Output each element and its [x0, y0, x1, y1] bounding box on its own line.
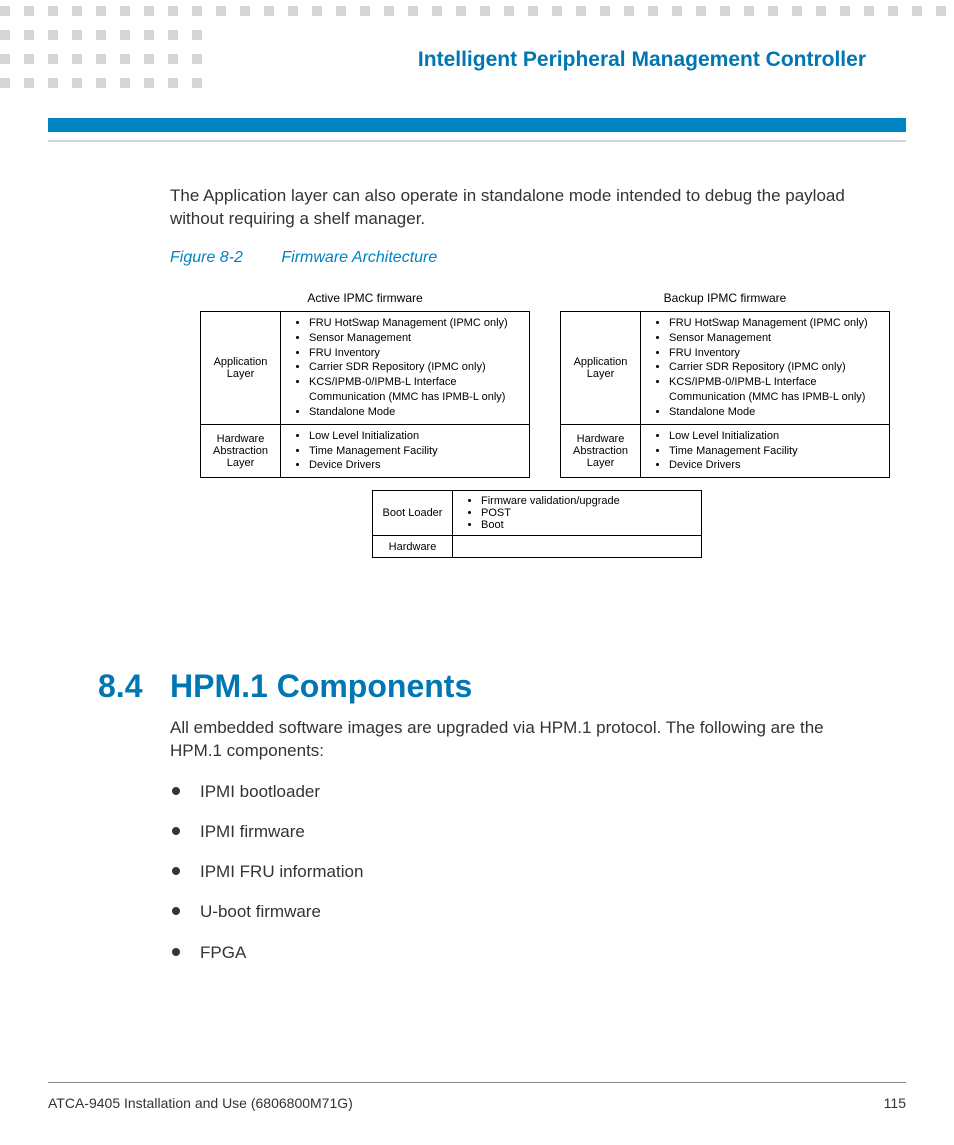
- layer-label: Application Layer: [201, 311, 281, 424]
- boot-row-items: Firmware validation/upgradePOSTBoot: [453, 491, 702, 536]
- layer-item: Carrier SDR Repository (IPMC only): [669, 360, 881, 375]
- component-list-item: U-boot firmware: [170, 901, 874, 923]
- firmware-architecture-diagram: Active IPMC firmwareApplication LayerFRU…: [200, 291, 874, 558]
- component-list: IPMI bootloader IPMI firmware IPMI FRU inf…: [170, 781, 874, 963]
- layer-item: KCS/IPMB-0/IPMB-L Interface Communicatio…: [669, 375, 881, 405]
- boot-row-label: Hardware: [373, 536, 453, 558]
- page-footer: ATCA-9405 Installation and Use (6806800M…: [48, 1095, 906, 1111]
- firmware-column: Active IPMC firmwareApplication LayerFRU…: [200, 291, 530, 478]
- layer-items: Low Level InitializationTime Management …: [641, 424, 890, 478]
- header-gray-line: [48, 140, 906, 142]
- boot-item: Firmware validation/upgrade: [481, 495, 693, 507]
- layer-item: Time Management Facility: [669, 444, 881, 459]
- layer-label: Hardware Abstraction Layer: [201, 424, 281, 478]
- layer-label: Application Layer: [561, 311, 641, 424]
- footer-page-number: 115: [884, 1095, 906, 1111]
- firmware-layer-table: Application LayerFRU HotSwap Management …: [200, 311, 530, 478]
- firmware-column: Backup IPMC firmwareApplication LayerFRU…: [560, 291, 890, 478]
- layer-items: FRU HotSwap Management (IPMC only)Sensor…: [641, 311, 890, 424]
- layer-item: Standalone Mode: [309, 405, 521, 420]
- layer-item: FRU HotSwap Management (IPMC only): [309, 316, 521, 331]
- layer-item: Device Drivers: [309, 458, 521, 473]
- layer-item: Time Management Facility: [309, 444, 521, 459]
- boot-item: Boot: [481, 519, 693, 531]
- layer-item: FRU Inventory: [309, 346, 521, 361]
- component-list-item: FPGA: [170, 942, 874, 964]
- section-heading: 8.4 HPM.1 Components: [98, 668, 874, 705]
- figure-title: Firmware Architecture: [281, 249, 437, 266]
- figure-number: Figure 8-2: [170, 249, 243, 266]
- boot-row-items: [453, 536, 702, 558]
- layer-item: Standalone Mode: [669, 405, 881, 420]
- section-number: 8.4: [98, 668, 170, 705]
- header-blue-bar: [48, 118, 906, 132]
- intro-paragraph: The Application layer can also operate i…: [170, 185, 874, 231]
- boot-table: Boot LoaderFirmware validation/upgradePO…: [372, 490, 702, 558]
- component-list-item: IPMI FRU information: [170, 861, 874, 883]
- layer-items: Low Level InitializationTime Management …: [281, 424, 530, 478]
- component-list-item: IPMI bootloader: [170, 781, 874, 803]
- layer-item: Carrier SDR Repository (IPMC only): [309, 360, 521, 375]
- layer-item: Low Level Initialization: [669, 429, 881, 444]
- boot-row-label: Boot Loader: [373, 491, 453, 536]
- layer-items: FRU HotSwap Management (IPMC only)Sensor…: [281, 311, 530, 424]
- section-title: HPM.1 Components: [170, 668, 472, 705]
- layer-item: Low Level Initialization: [309, 429, 521, 444]
- component-list-item: IPMI firmware: [170, 821, 874, 843]
- footer-rule: [48, 1082, 906, 1083]
- layer-item: FRU Inventory: [669, 346, 881, 361]
- section-intro: All embedded software images are upgrade…: [170, 717, 874, 763]
- layer-item: KCS/IPMB-0/IPMB-L Interface Communicatio…: [309, 375, 521, 405]
- layer-item: Device Drivers: [669, 458, 881, 473]
- layer-item: Sensor Management: [669, 331, 881, 346]
- layer-item: Sensor Management: [309, 331, 521, 346]
- firmware-column-title: Active IPMC firmware: [200, 291, 530, 305]
- layer-item: FRU HotSwap Management (IPMC only): [669, 316, 881, 331]
- boot-item: POST: [481, 507, 693, 519]
- firmware-layer-table: Application LayerFRU HotSwap Management …: [560, 311, 890, 478]
- figure-caption: Figure 8-2 Firmware Architecture: [170, 249, 874, 267]
- layer-label: Hardware Abstraction Layer: [561, 424, 641, 478]
- firmware-column-title: Backup IPMC firmware: [560, 291, 890, 305]
- page-header-title: Intelligent Peripheral Management Contro…: [410, 48, 874, 72]
- footer-doc-title: ATCA-9405 Installation and Use (6806800M…: [48, 1095, 353, 1111]
